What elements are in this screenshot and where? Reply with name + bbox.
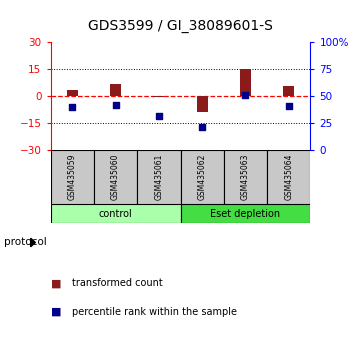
Bar xyxy=(283,86,294,96)
Bar xyxy=(180,150,224,204)
Point xyxy=(156,113,162,119)
Bar xyxy=(94,150,137,204)
Text: ■: ■ xyxy=(51,307,61,316)
Point xyxy=(243,92,248,98)
Text: ■: ■ xyxy=(51,278,61,288)
Text: control: control xyxy=(99,209,132,218)
Text: GDS3599 / GI_38089601-S: GDS3599 / GI_38089601-S xyxy=(88,19,273,34)
Bar xyxy=(224,150,267,204)
Bar xyxy=(267,150,310,204)
Point xyxy=(69,104,75,110)
Bar xyxy=(137,150,180,204)
Point xyxy=(113,102,118,108)
Text: transformed count: transformed count xyxy=(72,278,163,288)
Text: protocol: protocol xyxy=(4,238,46,247)
Bar xyxy=(197,96,208,112)
Polygon shape xyxy=(31,238,35,247)
Text: percentile rank within the sample: percentile rank within the sample xyxy=(72,307,237,316)
Point xyxy=(199,124,205,129)
Text: GSM435061: GSM435061 xyxy=(155,154,163,200)
Text: GSM435062: GSM435062 xyxy=(198,154,206,200)
Bar xyxy=(67,90,78,96)
Point xyxy=(286,103,292,109)
Text: GSM435063: GSM435063 xyxy=(241,154,250,200)
Bar xyxy=(51,150,94,204)
Bar xyxy=(153,96,164,97)
Text: GSM435060: GSM435060 xyxy=(111,154,120,200)
Text: Eset depletion: Eset depletion xyxy=(210,209,280,218)
Text: GSM435064: GSM435064 xyxy=(284,154,293,200)
Bar xyxy=(240,69,251,96)
Text: GSM435059: GSM435059 xyxy=(68,154,77,200)
Bar xyxy=(110,84,121,96)
Bar xyxy=(180,204,310,223)
Bar xyxy=(51,204,180,223)
